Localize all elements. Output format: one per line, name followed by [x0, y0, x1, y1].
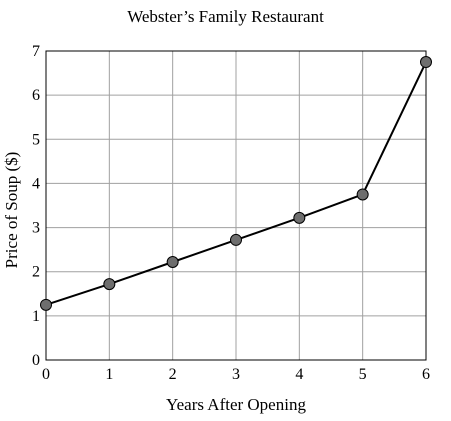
- x-tick-label: 5: [359, 366, 367, 383]
- x-tick-labels: 0 1 2 3 4 5 6: [42, 366, 430, 383]
- plot-frame: [45, 50, 427, 361]
- plot-border: [45, 50, 427, 361]
- y-tick-label: 3: [32, 220, 40, 237]
- x-tick-label: 3: [232, 366, 240, 383]
- x-tick-label: 1: [105, 366, 113, 383]
- x-tick-label: 0: [42, 366, 50, 383]
- chart-title: Webster’s Family Restaurant: [127, 7, 324, 26]
- x-tick-label: 4: [295, 366, 303, 383]
- y-tick-label: 6: [32, 87, 40, 104]
- y-tick-label: 1: [32, 308, 40, 325]
- data-point: [293, 211, 306, 224]
- grid-lines: [45, 50, 427, 361]
- y-tick-labels: 0 1 2 3 4 5 6 7: [32, 43, 40, 369]
- y-tick-label: 0: [32, 352, 40, 369]
- x-tick-label: 2: [169, 366, 177, 383]
- data-point: [356, 188, 369, 201]
- data-point: [40, 298, 52, 311]
- x-axis-label: Years After Opening: [166, 395, 306, 414]
- y-tick-label: 4: [32, 175, 40, 192]
- data-point: [166, 256, 179, 269]
- data-point: [230, 233, 242, 246]
- data-point: [420, 56, 432, 69]
- y-tick-label: 5: [32, 131, 40, 148]
- y-tick-label: 2: [32, 264, 40, 281]
- data-series: [40, 56, 432, 311]
- data-point: [103, 278, 116, 291]
- x-tick-label: 6: [422, 366, 430, 383]
- y-tick-label: 7: [32, 43, 40, 60]
